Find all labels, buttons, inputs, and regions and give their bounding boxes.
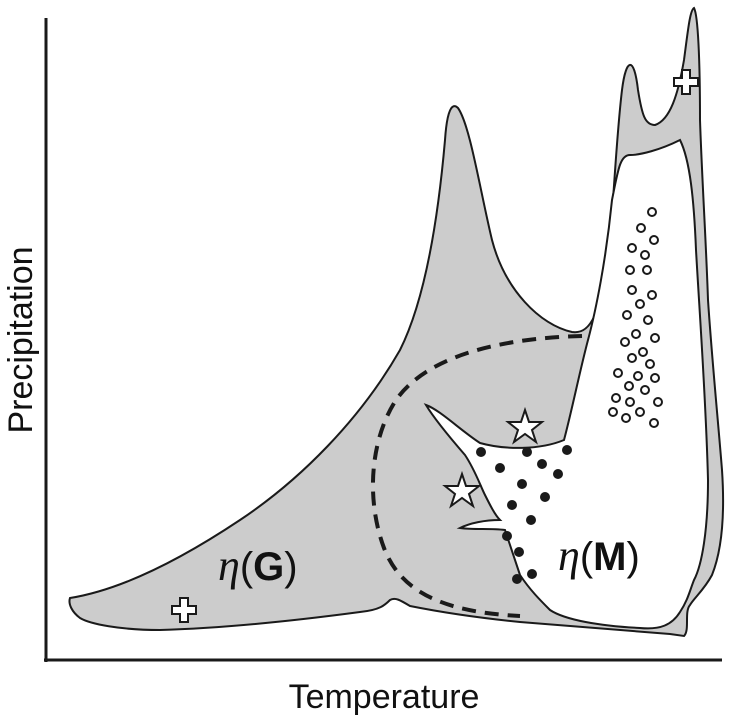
open-dot — [613, 368, 623, 378]
open-dot — [643, 315, 653, 325]
open-dot — [627, 353, 637, 363]
open-dot — [636, 223, 646, 233]
open-dot — [647, 290, 657, 300]
filled-dot — [540, 492, 550, 502]
region-label-g: η(G) — [218, 541, 298, 590]
open-dot — [621, 413, 631, 423]
star-icon — [505, 406, 545, 445]
star-icon — [442, 470, 482, 509]
open-dot — [627, 243, 637, 253]
open-dot — [622, 310, 632, 320]
open-dot — [611, 393, 621, 403]
filled-dot — [517, 479, 527, 489]
x-axis-label: Temperature — [289, 678, 480, 716]
open-dot — [640, 385, 650, 395]
filled-dot — [537, 459, 547, 469]
open-dot — [650, 333, 660, 343]
open-dot — [649, 418, 659, 428]
filled-dot — [514, 547, 524, 557]
filled-dot — [527, 569, 537, 579]
open-dot — [635, 299, 645, 309]
open-dot — [627, 285, 637, 295]
open-dot — [645, 359, 655, 369]
filled-dot — [522, 447, 532, 457]
eta-symbol: η — [218, 541, 240, 590]
filled-dot — [553, 469, 563, 479]
dashed-boundary — [370, 334, 583, 618]
filled-dot — [526, 515, 536, 525]
open-dot — [624, 381, 634, 391]
filled-dot — [495, 463, 505, 473]
filled-dot — [502, 531, 512, 541]
cross-icon — [673, 69, 699, 95]
eta-symbol: η — [558, 531, 580, 580]
open-dot — [631, 329, 641, 339]
open-dot — [647, 207, 657, 217]
y-axis-label: Precipitation — [2, 246, 40, 433]
filled-dot — [512, 574, 522, 584]
open-dot — [633, 371, 643, 381]
open-dots — [608, 207, 663, 428]
open-dot — [642, 265, 652, 275]
open-dot — [650, 373, 660, 383]
m-region — [423, 138, 710, 630]
open-dot — [625, 265, 635, 275]
open-dot — [635, 407, 645, 417]
open-dot — [638, 347, 648, 357]
filled-dot — [476, 447, 486, 457]
open-dot — [620, 337, 630, 347]
region-label-m: η(M) — [558, 531, 640, 580]
cross-icon — [171, 597, 197, 623]
filled-dot — [507, 500, 517, 510]
open-dot — [625, 397, 635, 407]
filled-dots — [476, 445, 572, 584]
filled-dot — [562, 445, 572, 455]
open-dot — [640, 250, 650, 260]
open-dot — [653, 397, 663, 407]
open-dot — [649, 235, 659, 245]
open-dot — [608, 407, 618, 417]
